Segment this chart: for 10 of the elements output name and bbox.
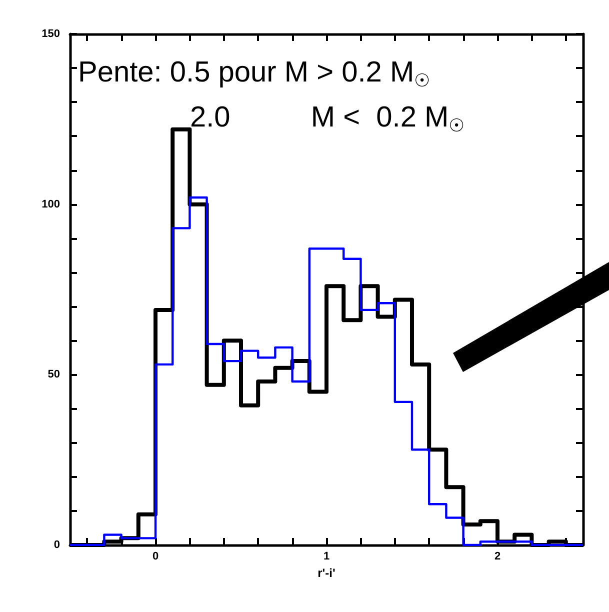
x-tick-label: 2 — [494, 550, 501, 562]
y-tick-label: 100 — [42, 198, 60, 210]
x-tick-label: 1 — [323, 550, 330, 562]
y-tick-label: 0 — [54, 539, 60, 551]
x-axis-title: r'-i' — [318, 566, 336, 580]
y-tick-label: 150 — [42, 28, 60, 40]
annotation: 2.0 M < 0.2 M☉ — [190, 102, 465, 136]
y-tick-label: 50 — [48, 368, 60, 381]
x-tick-label: 0 — [152, 550, 159, 562]
annotation: Pente: 0.5 pour M > 0.2 M☉ — [78, 56, 430, 90]
